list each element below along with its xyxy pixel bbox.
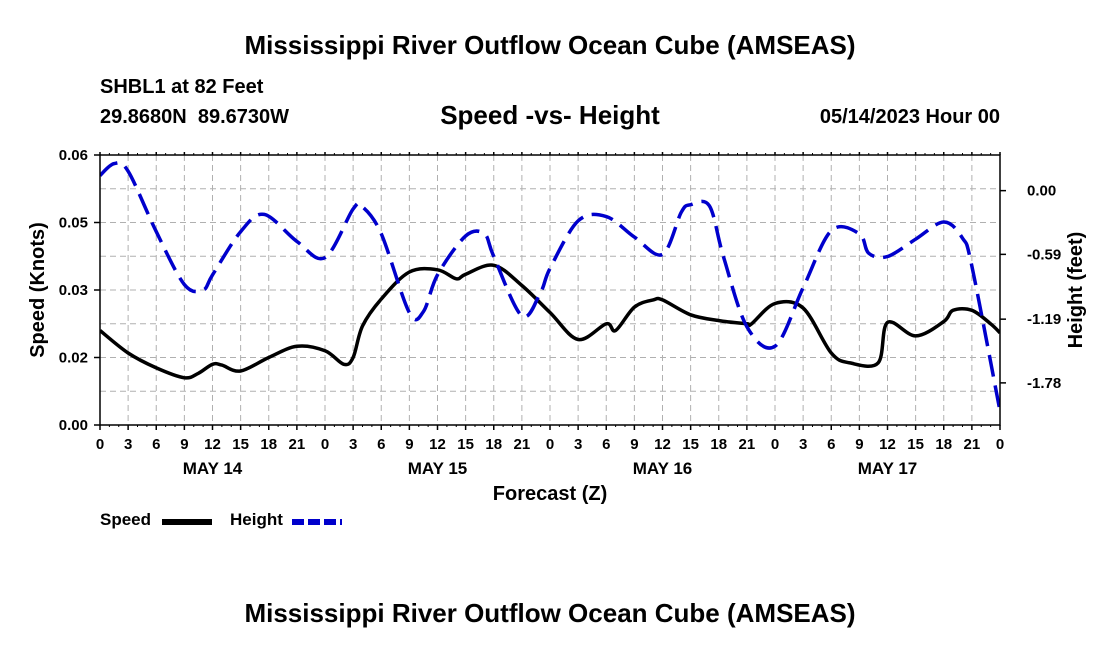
x-tick-label: 6 [377, 436, 385, 453]
x-tick-label: 3 [799, 436, 807, 453]
y2-axis-title: Height (feet) [1065, 232, 1087, 349]
day-label: MAY 14 [183, 459, 243, 478]
x-tick-label: 15 [232, 436, 249, 453]
x-tick-label: 3 [574, 436, 582, 453]
x-tick-label: 6 [827, 436, 835, 453]
day-label: MAY 17 [858, 459, 918, 478]
x-tick-label: 9 [630, 436, 638, 453]
y2-tick-label: 0.00 [1027, 183, 1056, 200]
footer-title: Mississippi River Outflow Ocean Cube (AM… [244, 598, 856, 628]
y2-tick-label: -1.78 [1027, 375, 1061, 392]
axis-labels: 0 3 6 9 12 15 18 21 0 3 6 9 12 15 18 21 0 3 6 9 12 15 18 21 0 3 6 9… [27, 147, 1087, 505]
x-tick-label: 15 [457, 436, 474, 453]
y-tick-label: 0.03 [59, 282, 88, 299]
x-tick-label: 3 [349, 436, 357, 453]
x-tick-label: 6 [152, 436, 160, 453]
y-tick-label: 0.02 [59, 350, 88, 367]
x-tick-label: 12 [204, 436, 221, 453]
grid [100, 155, 1000, 425]
legend-label-height: Height [230, 510, 283, 529]
x-tick-label: 15 [907, 436, 924, 453]
x-axis-title: Forecast (Z) [493, 483, 607, 505]
y-tick-label: 0.05 [59, 215, 88, 232]
series-layer [100, 160, 1000, 412]
legend-swatch-speed [162, 519, 212, 525]
x-tick-label: 9 [405, 436, 413, 453]
x-tick-label: 9 [855, 436, 863, 453]
x-tick-label: 12 [879, 436, 896, 453]
x-tick-label: 9 [180, 436, 188, 453]
x-tick-label: 0 [771, 436, 779, 453]
x-tick-label: 15 [682, 436, 699, 453]
x-tick-label: 3 [124, 436, 132, 453]
x-tick-label: 18 [260, 436, 277, 453]
x-tick-label: 21 [514, 436, 531, 453]
station-label: SHBL1 at 82 Feet [100, 76, 264, 98]
x-tick-label: 18 [710, 436, 727, 453]
day-label: MAY 16 [633, 459, 693, 478]
series-line-height [100, 160, 1000, 412]
speed-height-chart: 0 3 6 9 12 15 18 21 0 3 6 9 12 15 18 21 0 3 6 9 12 15 18 21 0 3 6 9… [27, 147, 1087, 505]
y2-tick-label: -0.59 [1027, 246, 1061, 263]
x-tick-label: 0 [546, 436, 554, 453]
y-axis-title: Speed (Knots) [27, 222, 49, 358]
x-tick-label: 12 [654, 436, 671, 453]
y-tick-label: 0.00 [59, 417, 88, 434]
x-tick-label: 21 [289, 436, 306, 453]
forecast-datetime: 05/14/2023 Hour 00 [819, 106, 1000, 128]
axis-ticks [94, 152, 1006, 430]
x-tick-label: 18 [485, 436, 502, 453]
y-tick-label: 0.06 [59, 147, 88, 164]
main-title: Mississippi River Outflow Ocean Cube (AM… [244, 30, 856, 60]
legend-label-speed: Speed [100, 510, 152, 529]
x-tick-label: 0 [321, 436, 329, 453]
series-line-speed [100, 263, 1000, 380]
x-tick-label: 21 [739, 436, 756, 453]
x-tick-label: 0 [996, 436, 1004, 453]
y2-tick-label: -1.19 [1027, 311, 1061, 328]
coordinates-label: 29.8680N 89.6730W [100, 106, 290, 128]
x-tick-label: 12 [429, 436, 446, 453]
x-tick-label: 18 [935, 436, 952, 453]
chart-title: Speed -vs- Height [440, 100, 660, 130]
x-tick-label: 6 [602, 436, 610, 453]
day-label: MAY 15 [408, 459, 468, 478]
legend-swatch-height [292, 519, 342, 525]
x-tick-label: 0 [96, 436, 104, 453]
x-tick-label: 21 [964, 436, 981, 453]
